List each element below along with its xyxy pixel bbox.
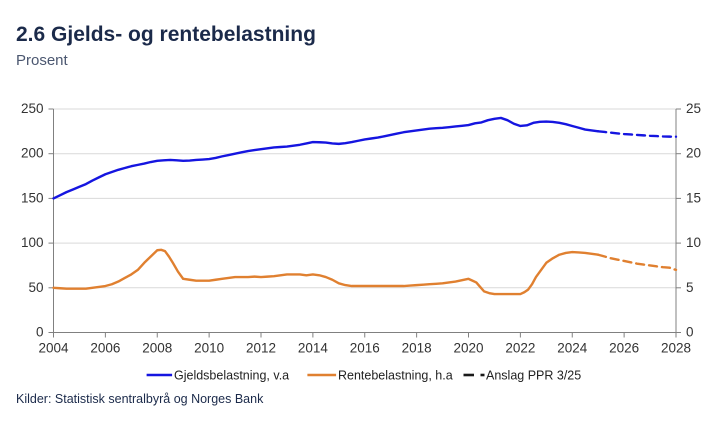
svg-text:0: 0 xyxy=(36,325,44,340)
svg-text:2018: 2018 xyxy=(402,341,432,356)
svg-text:5: 5 xyxy=(686,280,694,295)
svg-text:2010: 2010 xyxy=(194,341,224,356)
svg-text:50: 50 xyxy=(28,280,43,295)
svg-text:2012: 2012 xyxy=(246,341,276,356)
svg-text:2008: 2008 xyxy=(142,341,172,356)
svg-text:2024: 2024 xyxy=(557,341,588,356)
svg-text:2016: 2016 xyxy=(350,341,380,356)
svg-text:0: 0 xyxy=(686,325,694,340)
svg-text:2028: 2028 xyxy=(661,341,691,356)
svg-text:200: 200 xyxy=(21,146,44,161)
svg-text:150: 150 xyxy=(21,190,44,205)
svg-text:2014: 2014 xyxy=(298,341,329,356)
svg-text:2006: 2006 xyxy=(90,341,120,356)
svg-text:100: 100 xyxy=(21,235,44,250)
svg-text:20: 20 xyxy=(686,146,701,161)
svg-text:15: 15 xyxy=(686,190,701,205)
svg-text:10: 10 xyxy=(686,235,701,250)
svg-text:2022: 2022 xyxy=(505,341,535,356)
svg-text:2004: 2004 xyxy=(38,341,69,356)
svg-text:250: 250 xyxy=(21,101,44,116)
svg-text:2026: 2026 xyxy=(609,341,639,356)
svg-text:25: 25 xyxy=(686,101,701,116)
svg-text:2020: 2020 xyxy=(453,341,483,356)
